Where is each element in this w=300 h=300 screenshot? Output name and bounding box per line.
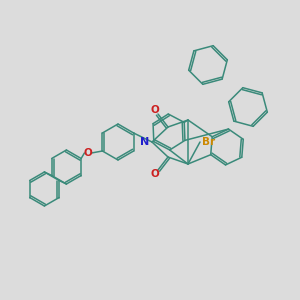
Text: O: O — [83, 148, 92, 158]
Text: O: O — [151, 169, 159, 179]
Text: O: O — [151, 105, 159, 115]
Text: N: N — [140, 137, 150, 147]
Text: Br: Br — [202, 137, 215, 147]
